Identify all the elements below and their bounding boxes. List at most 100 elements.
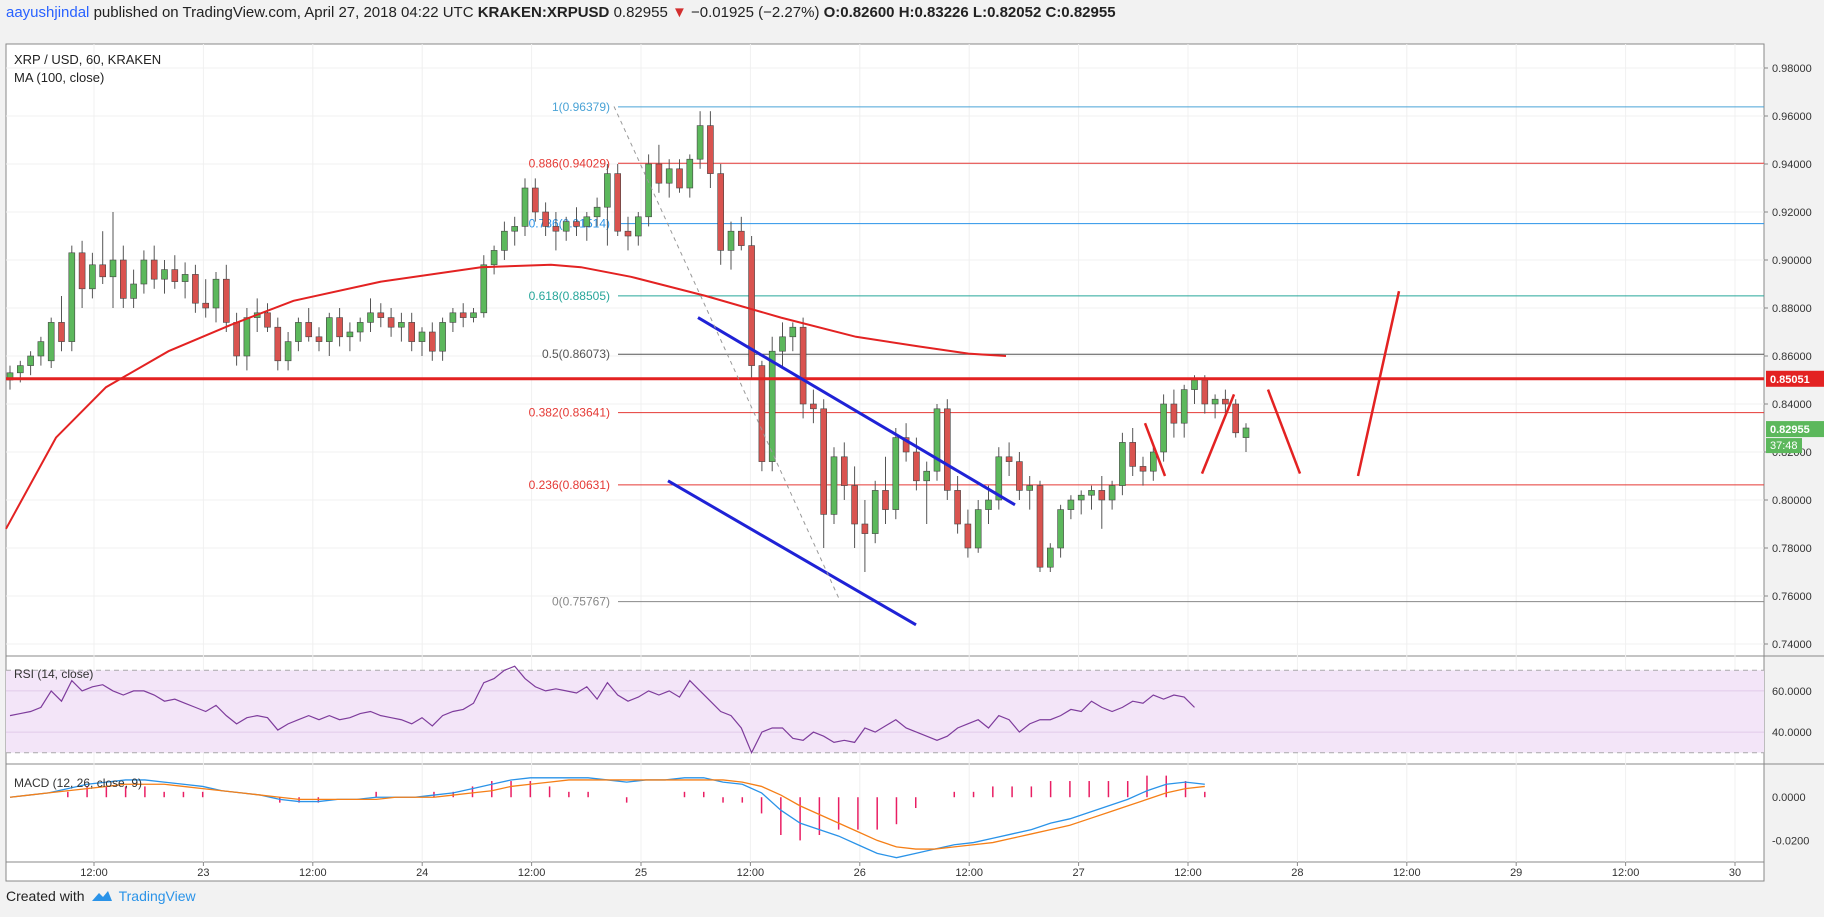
candle-body — [130, 283, 137, 299]
legend-ma: MA (100, close) — [14, 70, 104, 85]
tradingview-brand[interactable]: TradingView — [118, 888, 196, 904]
candle-body — [387, 317, 395, 328]
candle-body — [37, 341, 45, 357]
countdown-badge — [1766, 438, 1802, 454]
candle-body — [480, 264, 488, 314]
high-text: H:0.83226 — [898, 4, 969, 21]
macd-tick-label: 0.0000 — [1772, 792, 1806, 804]
indicators — [9, 665, 1206, 859]
candle-body — [1088, 490, 1095, 496]
candle-body — [274, 326, 282, 362]
candle-body — [1077, 494, 1085, 501]
candle-body — [871, 490, 879, 534]
projection-line — [1143, 422, 1167, 477]
x-tick-label: 28 — [1291, 867, 1303, 879]
candle-body — [820, 408, 828, 515]
x-tick-label: 12:00 — [299, 867, 327, 879]
last-price: 0.82955 — [613, 4, 668, 21]
candle-body — [851, 485, 858, 525]
axes: 0.98000 0.96000 0.94000 0.92000 0.90000 0.880… — [80, 63, 1824, 879]
fib-label: 0.382(0.83641) — [529, 406, 610, 420]
rsi-line — [9, 665, 1195, 755]
candle-body — [120, 259, 127, 299]
candle-body — [717, 173, 725, 251]
candle-body — [315, 336, 323, 342]
candle-body — [1067, 499, 1075, 510]
candle-body — [686, 158, 694, 189]
candle-body — [1242, 427, 1250, 438]
candle-body — [223, 278, 230, 323]
candle-body — [573, 221, 580, 227]
x-tick-label: 26 — [854, 867, 866, 879]
candle-body — [202, 302, 209, 309]
rsi-tick-label: 40.0000 — [1772, 727, 1812, 739]
candle-body — [1047, 547, 1054, 568]
projection-line — [1266, 389, 1302, 475]
candle-body — [933, 408, 941, 472]
fib-label: 0.886(0.94029) — [529, 156, 610, 170]
y-tick-label: 0.90000 — [1772, 255, 1812, 267]
candle-body — [1180, 389, 1188, 424]
open-text: O:0.82600 — [823, 4, 895, 21]
x-tick-label: 12:00 — [1174, 867, 1202, 879]
created-with-text: Created with — [6, 888, 85, 904]
candle-body — [737, 230, 745, 246]
candle-body — [634, 216, 642, 237]
y-tick-label: 0.88000 — [1772, 303, 1812, 315]
y-tick-label: 0.94000 — [1772, 159, 1812, 171]
candle-body — [1129, 442, 1136, 467]
candle-body — [799, 326, 807, 405]
legend-title: XRP / USD, 60, KRAKEN — [14, 52, 161, 67]
x-tick-label: 27 — [1072, 867, 1084, 879]
candle-body — [758, 365, 766, 462]
candle-body — [974, 509, 982, 549]
candle-body — [562, 221, 570, 232]
countdown-label: 37:48 — [1770, 440, 1798, 452]
candle-body — [531, 187, 539, 213]
candle-body — [284, 341, 292, 362]
candle-body — [604, 173, 611, 208]
projection-line — [1200, 393, 1236, 475]
candle-body — [408, 322, 416, 342]
candle-body — [470, 312, 477, 318]
fib-diagonal — [613, 106, 841, 602]
candle-body — [542, 211, 549, 227]
rsi-zone — [6, 670, 1764, 753]
candle-body — [696, 125, 704, 160]
candle-body — [47, 322, 55, 362]
price-badge-label: 0.82955 — [1770, 424, 1810, 436]
channel-upper — [697, 316, 1016, 507]
candle-body — [490, 250, 498, 266]
candle-body — [882, 490, 889, 510]
candle-body — [902, 437, 910, 453]
candle-body — [1016, 461, 1023, 491]
candle-body — [913, 451, 920, 482]
candle-body — [58, 322, 65, 342]
rsi-band — [6, 669, 1764, 754]
x-tick-label: 25 — [635, 867, 647, 879]
candle-body — [779, 336, 786, 352]
candle-body — [614, 173, 622, 232]
x-tick-label: 24 — [416, 867, 428, 879]
projection-line — [1356, 290, 1401, 477]
candle-body — [16, 365, 24, 374]
fib-label: 0.5(0.86073) — [542, 347, 610, 361]
candle-body — [943, 408, 951, 491]
x-tick-label: 12:00 — [518, 867, 546, 879]
candle-body — [78, 252, 86, 290]
y-tick-label: 0.96000 — [1772, 111, 1812, 123]
y-tick-label: 0.98000 — [1772, 63, 1812, 75]
candle-body — [418, 331, 426, 342]
author-link[interactable]: aayushjindal — [6, 4, 90, 21]
candle-body — [501, 230, 508, 251]
candle-body — [810, 403, 817, 410]
candle-body — [655, 163, 663, 184]
candle-body — [356, 322, 364, 333]
candle-body — [1036, 485, 1044, 568]
candle-body — [768, 350, 776, 462]
chart-header: aayushjindal published on TradingView.co… — [0, 0, 1824, 26]
candle-body — [727, 230, 735, 251]
candle-body — [140, 259, 148, 285]
candle-body — [449, 312, 457, 323]
